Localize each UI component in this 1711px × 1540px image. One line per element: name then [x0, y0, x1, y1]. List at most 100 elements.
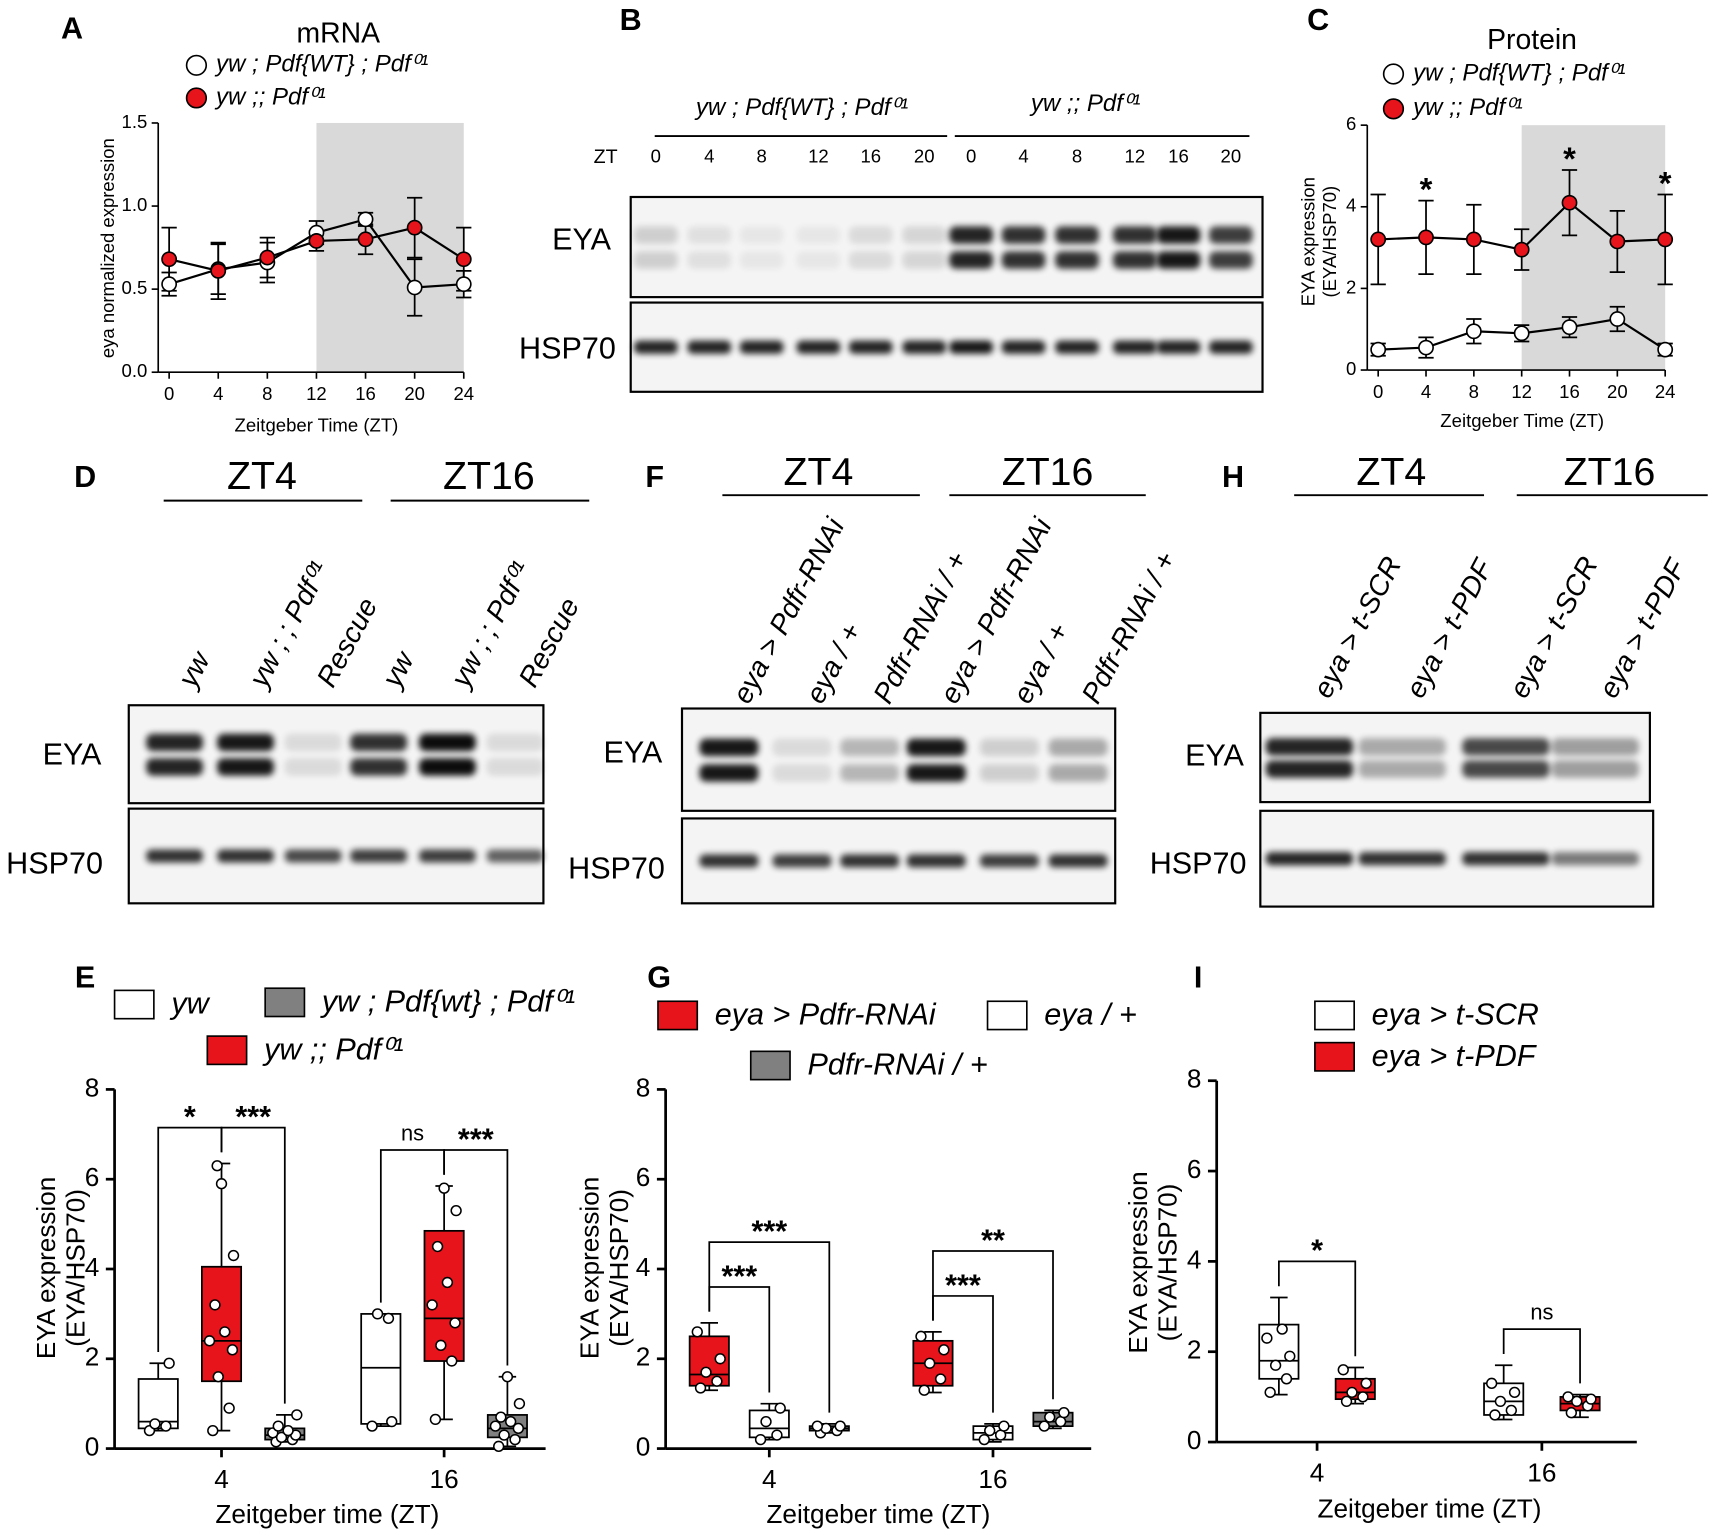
data-point	[501, 1371, 514, 1383]
data-point	[1261, 1332, 1273, 1344]
x-tick-label: 16	[430, 1464, 459, 1494]
legend-label: yw ; Pdf{WT} ; Pdf⁰¹	[214, 51, 428, 78]
data-point	[161, 276, 178, 293]
blot-frame	[127, 704, 545, 805]
data-point	[219, 1326, 231, 1338]
data-point	[1360, 1377, 1372, 1389]
blot-band	[1048, 738, 1108, 757]
lane-label: 16	[860, 146, 881, 167]
y-axis-label: (EYA/HSP70)	[604, 1189, 634, 1347]
data-point	[435, 1339, 447, 1351]
y-axis-label: EYA expression	[1123, 1171, 1153, 1353]
y-axis-label: (EYA/HSP70)	[60, 1189, 90, 1347]
panel-label: A	[61, 12, 83, 46]
blot-band	[699, 764, 759, 782]
x-axis-label: Zeitgeber time (ZT)	[766, 1499, 990, 1529]
group-label: ZT16	[1564, 450, 1656, 494]
data-point	[1505, 1404, 1517, 1417]
data-point	[386, 1415, 398, 1428]
blot-band	[1209, 251, 1253, 269]
blot-band	[772, 738, 832, 757]
blot-band	[906, 764, 966, 782]
blot-band	[796, 251, 841, 269]
data-point	[449, 1317, 461, 1329]
legend-marker	[1382, 98, 1405, 120]
y-tick-label: 4	[1187, 1244, 1202, 1274]
legend-marker	[185, 87, 208, 109]
blot-band	[979, 764, 1039, 782]
data-point	[357, 231, 374, 248]
x-tick-label: 16	[1527, 1458, 1556, 1488]
x-tick-label: 20	[404, 383, 425, 404]
blot-band	[419, 758, 476, 776]
data-point	[450, 1204, 462, 1217]
lane-label: 20	[1221, 146, 1242, 167]
data-point	[774, 1402, 786, 1414]
data-point	[1264, 1386, 1276, 1399]
blot-frame	[680, 707, 1117, 812]
data-point	[1465, 323, 1482, 340]
data-point	[211, 1160, 223, 1172]
group-label: yw ;; Pdf⁰¹	[1029, 90, 1141, 117]
blot-band	[906, 854, 966, 868]
data-point	[1044, 1411, 1056, 1423]
blot-band	[1001, 226, 1046, 244]
row-label: HSP70	[6, 846, 103, 880]
y-tick-label: 0.5	[122, 277, 148, 298]
blot-band	[840, 764, 900, 782]
blot-band	[1001, 251, 1046, 269]
lane-label: eya / +	[800, 618, 869, 709]
x-tick-label: 20	[1607, 381, 1628, 402]
data-point	[711, 1375, 723, 1387]
y-axis-label: EYA expression	[1297, 177, 1318, 306]
blot-band	[1551, 760, 1639, 778]
blot-band	[1462, 852, 1550, 866]
lane-label: 12	[1125, 146, 1146, 167]
blot-band	[1001, 340, 1046, 354]
legend-label: yw	[169, 987, 210, 1021]
row-label: EYA	[1185, 739, 1245, 773]
significance-label: *	[1420, 171, 1433, 208]
y-tick-label: 6	[1346, 113, 1356, 134]
blot-band	[848, 226, 893, 244]
blot-band	[739, 251, 784, 269]
blot-band	[1551, 738, 1639, 756]
data-point	[203, 1335, 216, 1347]
blot-band	[1265, 760, 1354, 778]
lane-label: 12	[808, 146, 829, 167]
data-point	[382, 1312, 395, 1325]
y-tick-label: 6	[1187, 1154, 1202, 1184]
blot-band	[1113, 226, 1157, 244]
comparison-bracket	[708, 1241, 831, 1413]
blot-band	[1113, 251, 1157, 269]
data-point	[1565, 1407, 1578, 1419]
significance-label: *	[1311, 1234, 1323, 1268]
data-point	[1585, 1393, 1597, 1405]
data-point	[1571, 1395, 1583, 1408]
data-point	[161, 251, 178, 268]
legend-label: yw ;; Pdf⁰¹	[262, 1032, 404, 1066]
blot-band	[1055, 251, 1099, 269]
group-label: ZT16	[1002, 450, 1094, 494]
y-tick-label: 8	[1187, 1064, 1202, 1094]
data-point	[1494, 1395, 1507, 1408]
data-point	[207, 1424, 219, 1437]
y-tick-label: 1.5	[122, 111, 148, 132]
blot-band	[1265, 852, 1354, 866]
x-tick-label: 4	[213, 383, 223, 404]
y-tick-label: 0.0	[122, 360, 148, 381]
lane-label: 4	[1018, 146, 1028, 167]
lane-label: eya > t-PDF	[1400, 553, 1501, 703]
data-point	[160, 1420, 172, 1432]
blot-band	[687, 251, 732, 269]
lane-label: 0	[966, 146, 976, 167]
blot-band	[146, 849, 203, 863]
y-axis-label: (EYA/HSP70)	[1319, 186, 1340, 298]
data-point	[227, 1249, 240, 1262]
blot-band	[772, 854, 832, 868]
blot-band	[1462, 760, 1550, 778]
data-point	[513, 1398, 526, 1410]
data-point	[1513, 241, 1530, 258]
lane-label: 8	[756, 146, 766, 167]
